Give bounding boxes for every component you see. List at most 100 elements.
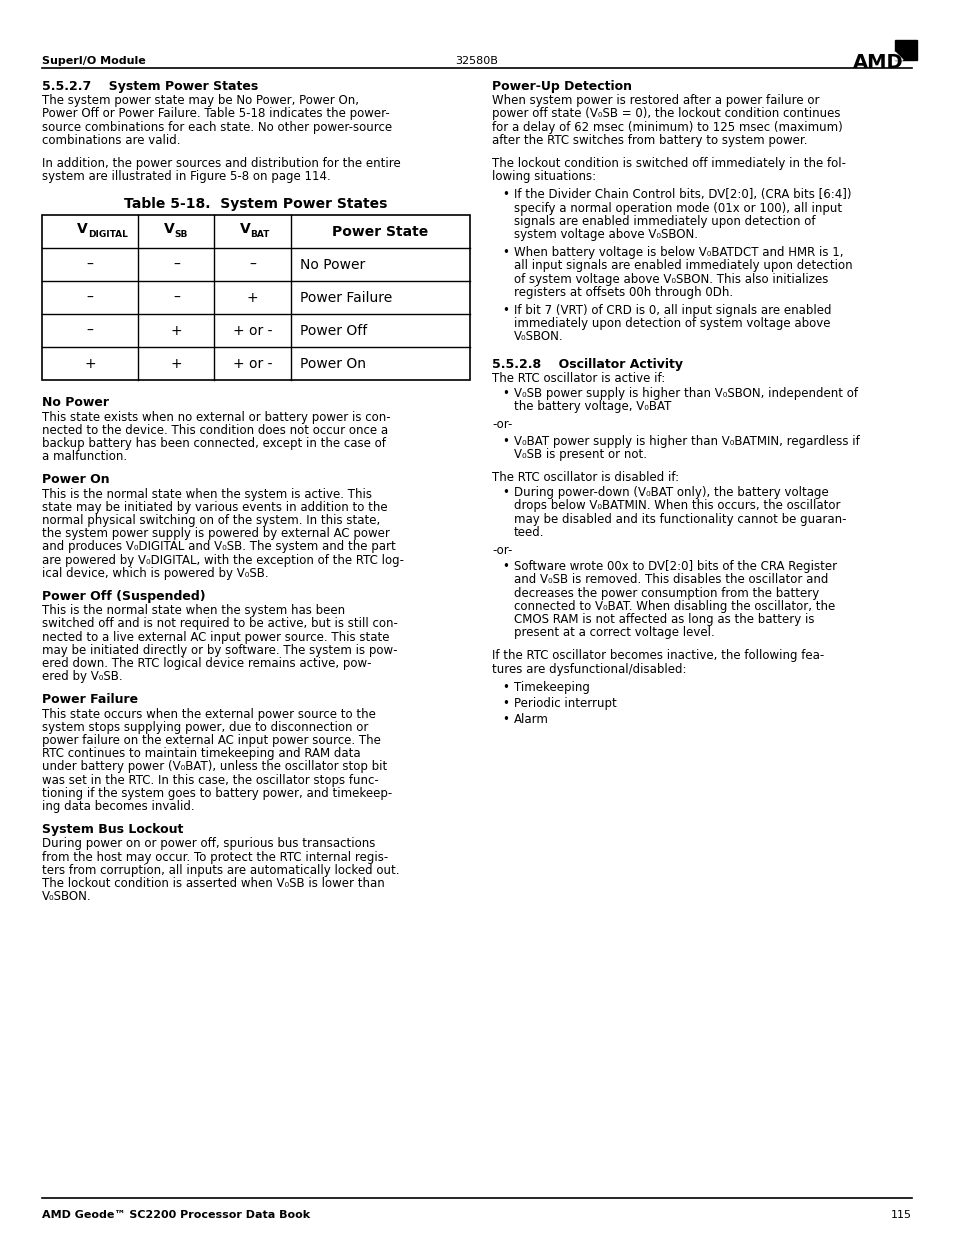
Text: source combinations for each state. No other power-source: source combinations for each state. No o… — [42, 121, 392, 133]
Text: system stops supplying power, due to disconnection or: system stops supplying power, due to dis… — [42, 721, 368, 734]
Text: Table 5-18.  System Power States: Table 5-18. System Power States — [124, 198, 387, 211]
Text: after the RTC switches from battery to system power.: after the RTC switches from battery to s… — [492, 133, 806, 147]
Text: switched off and is not required to be active, but is still con-: switched off and is not required to be a… — [42, 618, 397, 630]
Text: V: V — [239, 222, 251, 236]
Text: power failure on the external AC input power source. The: power failure on the external AC input p… — [42, 734, 380, 747]
Text: under battery power (V₀BAT), unless the oscillator stop bit: under battery power (V₀BAT), unless the … — [42, 761, 387, 773]
Text: –: – — [87, 324, 93, 338]
Text: No Power: No Power — [42, 396, 109, 409]
Text: specify a normal operation mode (01x or 100), all input: specify a normal operation mode (01x or … — [514, 201, 841, 215]
Text: ing data becomes invalid.: ing data becomes invalid. — [42, 800, 194, 813]
Text: V₀BAT power supply is higher than V₀BATMIN, regardless if: V₀BAT power supply is higher than V₀BATM… — [514, 435, 859, 447]
Text: BAT: BAT — [251, 231, 270, 240]
Text: and produces V₀DIGITAL and V₀SB. The system and the part: and produces V₀DIGITAL and V₀SB. The sys… — [42, 541, 395, 553]
Text: The system power state may be No Power, Power On,: The system power state may be No Power, … — [42, 94, 358, 107]
Text: Software wrote 00x to DV[2:0] bits of the CRA Register: Software wrote 00x to DV[2:0] bits of th… — [514, 561, 836, 573]
Text: state may be initiated by various events in addition to the: state may be initiated by various events… — [42, 501, 387, 514]
Text: •: • — [501, 387, 508, 400]
Text: -or-: -or- — [492, 543, 512, 557]
Text: from the host may occur. To protect the RTC internal regis-: from the host may occur. To protect the … — [42, 851, 388, 863]
Text: Power On: Power On — [42, 473, 110, 487]
Text: drops below V₀BATMIN. When this occurs, the oscillator: drops below V₀BATMIN. When this occurs, … — [514, 499, 840, 513]
Text: This is the normal state when the system is active. This: This is the normal state when the system… — [42, 488, 372, 500]
Bar — [894, 40, 916, 61]
Text: system are illustrated in Figure 5-8 on page 114.: system are illustrated in Figure 5-8 on … — [42, 170, 331, 183]
Text: present at a correct voltage level.: present at a correct voltage level. — [514, 626, 714, 640]
Text: SB: SB — [174, 231, 188, 240]
Text: registers at offsets 00h through 0Dh.: registers at offsets 00h through 0Dh. — [514, 285, 732, 299]
Text: Periodic interrupt: Periodic interrupt — [514, 697, 616, 710]
Text: AMD Geode™ SC2200 Processor Data Book: AMD Geode™ SC2200 Processor Data Book — [42, 1210, 310, 1220]
Text: lowing situations:: lowing situations: — [492, 170, 596, 183]
Text: During power on or power off, spurious bus transactions: During power on or power off, spurious b… — [42, 837, 375, 851]
Text: 115: 115 — [890, 1210, 911, 1220]
Bar — [42, 215, 470, 380]
Text: •: • — [501, 189, 508, 201]
Text: RTC continues to maintain timekeeping and RAM data: RTC continues to maintain timekeeping an… — [42, 747, 360, 761]
Text: When system power is restored after a power failure or: When system power is restored after a po… — [492, 94, 819, 107]
Text: ered by V₀SB.: ered by V₀SB. — [42, 671, 123, 683]
Text: +: + — [171, 324, 182, 338]
Text: The lockout condition is asserted when V₀SB is lower than: The lockout condition is asserted when V… — [42, 877, 384, 890]
Text: Power Off or Power Failure. Table 5-18 indicates the power-: Power Off or Power Failure. Table 5-18 i… — [42, 107, 390, 120]
Text: V: V — [77, 222, 88, 236]
Text: nected to a live external AC input power source. This state: nected to a live external AC input power… — [42, 631, 389, 643]
Text: 5.5.2.8    Oscillator Activity: 5.5.2.8 Oscillator Activity — [492, 358, 682, 370]
Text: +: + — [171, 357, 182, 370]
Text: –: – — [249, 258, 255, 272]
Text: the system power supply is powered by external AC power: the system power supply is powered by ex… — [42, 527, 390, 540]
Text: –: – — [87, 258, 93, 272]
Text: AMD: AMD — [852, 53, 902, 72]
Text: The lockout condition is switched off immediately in the fol-: The lockout condition is switched off im… — [492, 157, 845, 170]
Text: During power-down (V₀BAT only), the battery voltage: During power-down (V₀BAT only), the batt… — [514, 487, 828, 499]
Text: V₀SB is present or not.: V₀SB is present or not. — [514, 448, 646, 461]
Text: normal physical switching on of the system. In this state,: normal physical switching on of the syst… — [42, 514, 380, 527]
Text: When battery voltage is below V₀BATDCT and HMR is 1,: When battery voltage is below V₀BATDCT a… — [514, 246, 842, 259]
Text: No Power: No Power — [299, 258, 365, 272]
Text: The RTC oscillator is active if:: The RTC oscillator is active if: — [492, 372, 664, 385]
Text: This is the normal state when the system has been: This is the normal state when the system… — [42, 604, 345, 618]
Text: power off state (V₀SB = 0), the lockout condition continues: power off state (V₀SB = 0), the lockout … — [492, 107, 840, 120]
Text: +: + — [247, 291, 258, 305]
Text: for a delay of 62 msec (minimum) to 125 msec (maximum): for a delay of 62 msec (minimum) to 125 … — [492, 121, 841, 133]
Text: all input signals are enabled immediately upon detection: all input signals are enabled immediatel… — [514, 259, 852, 273]
Text: This state occurs when the external power source to the: This state occurs when the external powe… — [42, 708, 375, 720]
Text: ters from corruption, all inputs are automatically locked out.: ters from corruption, all inputs are aut… — [42, 863, 399, 877]
Text: nected to the device. This condition does not occur once a: nected to the device. This condition doe… — [42, 424, 388, 437]
Text: Power Failure: Power Failure — [42, 693, 138, 706]
Text: immediately upon detection of system voltage above: immediately upon detection of system vol… — [514, 317, 830, 330]
Text: •: • — [501, 246, 508, 259]
Text: This state exists when no external or battery power is con-: This state exists when no external or ba… — [42, 410, 390, 424]
Text: -or-: -or- — [492, 419, 512, 431]
Text: tioning if the system goes to battery power, and timekeep-: tioning if the system goes to battery po… — [42, 787, 392, 800]
Text: + or -: + or - — [233, 357, 272, 370]
Text: If the Divider Chain Control bits, DV[2:0], (CRA bits [6:4]): If the Divider Chain Control bits, DV[2:… — [514, 189, 851, 201]
Text: 32580B: 32580B — [456, 56, 497, 65]
Text: •: • — [501, 713, 508, 726]
Text: V₀SB power supply is higher than V₀SBON, independent of: V₀SB power supply is higher than V₀SBON,… — [514, 387, 857, 400]
Text: decreases the power consumption from the battery: decreases the power consumption from the… — [514, 587, 819, 600]
Text: and V₀SB is removed. This disables the oscillator and: and V₀SB is removed. This disables the o… — [514, 573, 827, 587]
Text: SuperI/O Module: SuperI/O Module — [42, 56, 146, 65]
Text: +: + — [84, 357, 96, 370]
Text: •: • — [501, 487, 508, 499]
Text: CMOS RAM is not affected as long as the battery is: CMOS RAM is not affected as long as the … — [514, 613, 814, 626]
Text: are powered by V₀DIGITAL, with the exception of the RTC log-: are powered by V₀DIGITAL, with the excep… — [42, 553, 403, 567]
Text: –: – — [87, 291, 93, 305]
Text: ical device, which is powered by V₀SB.: ical device, which is powered by V₀SB. — [42, 567, 269, 579]
Text: the battery voltage, V₀BAT: the battery voltage, V₀BAT — [514, 400, 671, 414]
Text: ered down. The RTC logical device remains active, pow-: ered down. The RTC logical device remain… — [42, 657, 371, 671]
Text: connected to V₀BAT. When disabling the oscillator, the: connected to V₀BAT. When disabling the o… — [514, 600, 835, 613]
Text: tures are dysfunctional/disabled:: tures are dysfunctional/disabled: — [492, 663, 686, 676]
Text: Power Failure: Power Failure — [299, 291, 392, 305]
Text: V₀SBON.: V₀SBON. — [514, 331, 563, 343]
Text: V: V — [164, 222, 174, 236]
Text: –: – — [172, 258, 180, 272]
Text: 5.5.2.7    System Power States: 5.5.2.7 System Power States — [42, 80, 258, 93]
Text: V₀SBON.: V₀SBON. — [42, 890, 91, 903]
Polygon shape — [894, 52, 902, 61]
Text: •: • — [501, 304, 508, 317]
Text: Timekeeping: Timekeeping — [514, 680, 589, 694]
Text: The RTC oscillator is disabled if:: The RTC oscillator is disabled if: — [492, 471, 679, 484]
Text: was set in the RTC. In this case, the oscillator stops func-: was set in the RTC. In this case, the os… — [42, 773, 378, 787]
